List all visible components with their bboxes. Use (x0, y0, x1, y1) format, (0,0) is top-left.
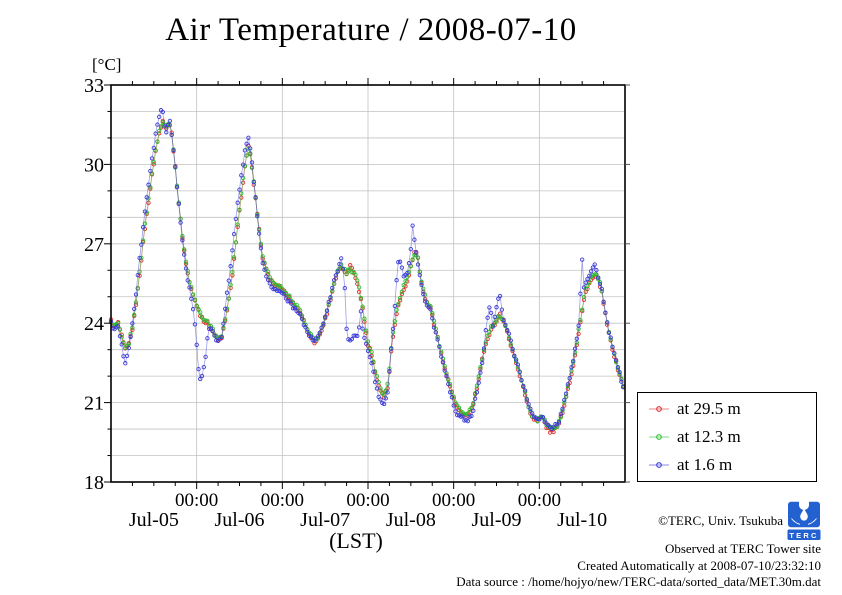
series-at-1-6-m (108, 108, 626, 431)
legend-label: at 12.3 m (677, 427, 741, 446)
x-tick-time-label: 00:00 (346, 490, 389, 511)
observed-at-text: Observed at TERC Tower site (664, 541, 821, 556)
x-tick-time-label: 00:00 (432, 490, 475, 511)
terc-logo: TERC (787, 501, 821, 540)
attribution-block: ©TERC, Univ. Tsukuba TERC Observed at TE… (341, 501, 821, 591)
x-tick-day-label: Jul-09 (472, 509, 522, 531)
y-tick-label: 18 (84, 472, 104, 494)
legend-box: at 29.5 m at 12.3 m at 1.6 m (637, 392, 817, 482)
series-at-29-5-m (108, 118, 626, 435)
y-tick-label: 27 (84, 234, 104, 256)
x-tick-day-label: Jul-08 (386, 509, 436, 531)
axis-ticks (104, 78, 630, 489)
y-axis-unit-label: [°C] (92, 55, 122, 74)
legend-label: at 29.5 m (677, 399, 741, 418)
x-axis-unit-label: (LST) (329, 528, 383, 553)
legend-item: at 1.6 m (648, 455, 816, 475)
y-tick-label: 33 (84, 75, 104, 97)
y-tick-label: 24 (84, 313, 104, 335)
legend-marker-icon (649, 434, 669, 440)
logo-text: TERC (789, 531, 818, 540)
logo-text-band (787, 529, 821, 540)
copyright-text: ©TERC, Univ. Tsukuba (658, 512, 783, 528)
gridlines (111, 85, 625, 482)
x-tick-time-label: 00:00 (518, 490, 561, 511)
created-at-text: Created Automatically at 2008-07-10/23:3… (577, 557, 821, 573)
chart-title: Air Temperature / 2008-07-10 (165, 12, 577, 48)
x-tick-time-label: 00:00 (261, 490, 304, 511)
logo-water-drop-icon (800, 508, 808, 521)
data-source-text: Data source : /home/hojyo/new/TERC-data/… (456, 574, 821, 589)
legend-label: at 1.6 m (677, 455, 733, 474)
legend-item: at 29.5 m (648, 399, 816, 419)
x-tick-time-label: 00:00 (175, 490, 218, 511)
legend-item: at 12.3 m (648, 427, 816, 447)
legend-marker-icon (649, 406, 669, 412)
legend-marker-icon (649, 462, 669, 468)
copyright-row: ©TERC, Univ. Tsukuba TERC (341, 501, 821, 541)
y-tick-label: 21 (84, 393, 104, 415)
x-tick-day-label: Jul-06 (215, 509, 265, 531)
x-tick-day-label: Jul-10 (557, 509, 607, 531)
x-tick-day-label: Jul-07 (300, 509, 350, 531)
x-tick-day-label: Jul-05 (129, 509, 179, 531)
y-tick-label: 30 (84, 154, 104, 176)
